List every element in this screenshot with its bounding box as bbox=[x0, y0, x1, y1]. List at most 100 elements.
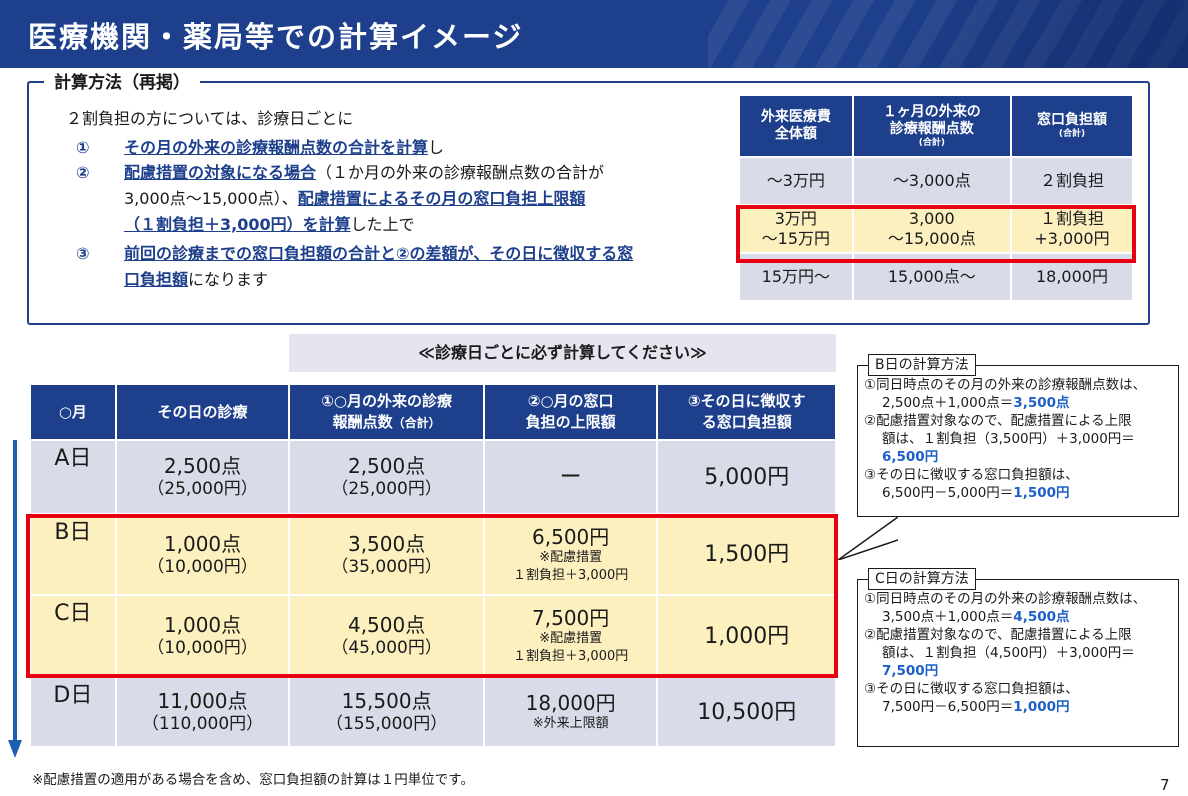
callout-text: 6,500円－5,000円＝ bbox=[882, 485, 1014, 501]
item-bold: （１割負担＋3,000円）を計算 bbox=[124, 215, 351, 234]
cell-note: １割負担＋3,000円 bbox=[513, 567, 629, 583]
points-cell: 2,500点 （25,000円） bbox=[116, 441, 289, 513]
cell-value: 1,500円 bbox=[704, 542, 790, 567]
cell-value: 1,000点 bbox=[163, 531, 242, 556]
cell-line: 3,000 bbox=[908, 209, 955, 228]
points-cell: 1,000点 （10,000円） bbox=[116, 515, 289, 594]
footnote: ※配慮措置の適用がある場合を含め、窓口負担額の計算は１円単位です。 bbox=[32, 772, 474, 788]
header-small: (合計) bbox=[918, 137, 945, 148]
total-cell: 4,500点 （45,000円） bbox=[290, 596, 483, 676]
cell-sub: （25,000円） bbox=[331, 479, 442, 499]
method-label: 計算方法（再掲） bbox=[44, 68, 200, 93]
summary-cell: １割負担 +3,000円 bbox=[1011, 206, 1132, 252]
header-line: 報酬点数 bbox=[332, 412, 393, 431]
header-line: 外来医療費 bbox=[760, 109, 831, 125]
table-row: C日 1,000点 （10,000円） 4,500点 （45,000円） 7,500… bbox=[31, 596, 835, 676]
callout-line: 6,500円 bbox=[864, 448, 1172, 466]
method-item-2-line2: 3,000点～15,000点）、配慮措置によるその月の窓口負担上限額 bbox=[124, 188, 585, 210]
title-bar: 医療機関・薬局等での計算イメージ bbox=[0, 0, 1188, 68]
item-tail: し bbox=[428, 138, 445, 157]
cell-value: 18,000円 bbox=[525, 691, 616, 715]
main-header-visit: その日の診療 bbox=[116, 385, 289, 439]
summary-row-highlight: 3万円 ～15万円 3,000 ～15,000点 １割負担 +3,000円 bbox=[740, 206, 1132, 252]
payment-cell: 5,000円 bbox=[658, 441, 835, 513]
callout-line: 2,500点＋1,000点＝3,500点 bbox=[864, 394, 1172, 412]
item-text: （１か月の外来の診療報酬点数の合計が bbox=[316, 163, 605, 182]
day-cell: B日 bbox=[31, 515, 115, 594]
callout-b-day: B日の計算方法 ①同日時点のその月の外来の診療報酬点数は、 2,500点＋1,0… bbox=[857, 354, 1179, 517]
cell-value: 15,500点 bbox=[341, 689, 432, 713]
cell-sub: （110,000円） bbox=[141, 714, 264, 734]
callout-text: 3,500点＋1,000点＝ bbox=[882, 609, 1014, 625]
callout-value: 1,500円 bbox=[1013, 485, 1070, 501]
callout-title: C日の計算方法 bbox=[868, 568, 976, 590]
main-table: ○月 その日の診療 ①○月の外来の診療 報酬点数（合計） ②○月の窓口 負担の上限額… bbox=[29, 383, 837, 748]
callout-line: 7,500円－6,500円＝1,000円 bbox=[864, 698, 1172, 716]
cell-value: 1,000点 bbox=[163, 613, 242, 637]
item-bold: 前回の診療までの窓口負担額の合計と②の差額が、その日に徴収する窓 bbox=[124, 244, 634, 263]
cell-value: 2,500点 bbox=[163, 454, 242, 478]
title-decoration-shade bbox=[888, 0, 1188, 68]
summary-row: ～3万円 ～3,000点 ２割負担 bbox=[740, 158, 1132, 204]
day-cell: A日 bbox=[31, 441, 115, 513]
cell-value: 1,000円 bbox=[704, 623, 790, 649]
summary-cell: ～3,000点 bbox=[853, 158, 1010, 204]
callout-line: ①同日時点のその月の外来の診療報酬点数は、 bbox=[864, 591, 1147, 607]
table-row: B日 1,000点 （10,000円） 3,500点 （35,000円） 6,500… bbox=[31, 515, 835, 594]
item-tail: した上で bbox=[350, 215, 415, 234]
header-line: ③その日に徴収す bbox=[687, 392, 806, 410]
total-cell: 3,500点 （35,000円） bbox=[290, 515, 483, 594]
item-number: ② bbox=[76, 163, 90, 182]
header-small: (合計) bbox=[1058, 129, 1086, 139]
callout-value: 6,500円 bbox=[882, 449, 939, 465]
cell-note: ※配慮措置 bbox=[539, 549, 603, 565]
summary-highlight-frame bbox=[736, 205, 1136, 263]
main-header-cap: ②○月の窓口 負担の上限額 bbox=[484, 385, 657, 439]
item-bold: 配慮措置の対象になる場合 bbox=[124, 163, 317, 182]
header-line: ②○月の窓口 bbox=[527, 392, 614, 410]
summary-header: 外来医療費 全体額 bbox=[740, 96, 852, 156]
main-header-month: ○月 bbox=[31, 385, 115, 439]
cell-value: 5,000円 bbox=[704, 464, 790, 490]
cell-line: ～15,000点 bbox=[887, 229, 976, 248]
down-arrow-icon bbox=[8, 440, 22, 758]
payment-cell: 1,500円 bbox=[658, 515, 835, 594]
cell-value: 4,500点 bbox=[347, 613, 426, 637]
cell-sub: （25,000円） bbox=[147, 479, 258, 499]
header-line: 窓口負担額 bbox=[1036, 112, 1107, 128]
cell-sub: （45,000円） bbox=[331, 638, 442, 658]
item-bold: 配慮措置によるその月の窓口負担上限額 bbox=[297, 189, 586, 208]
cell-value: 3,500点 bbox=[347, 531, 426, 556]
page-number: 7 bbox=[1160, 776, 1170, 794]
method-item-2: ② 配慮措置の対象になる場合（１か月の外来の診療報酬点数の合計が bbox=[76, 162, 604, 184]
payment-cell: 10,500円 bbox=[658, 678, 835, 746]
points-cell: 11,000点 （110,000円） bbox=[116, 678, 289, 746]
callout-value: 3,500点 bbox=[1013, 395, 1070, 411]
summary-cell: 3,000 ～15,000点 bbox=[853, 206, 1010, 252]
table-row: A日 2,500点 （25,000円） 2,500点 （25,000円） ー 5,0… bbox=[31, 441, 835, 513]
method-item-3: ③ 前回の診療までの窓口負担額の合計と②の差額が、その日に徴収する窓 bbox=[76, 243, 633, 265]
main-header-row: ○月 その日の診療 ①○月の外来の診療 報酬点数（合計） ②○月の窓口 負担の上限額… bbox=[31, 385, 835, 439]
header-line: 診療報酬点数 bbox=[889, 120, 974, 137]
points-cell: 1,000点 （10,000円） bbox=[116, 596, 289, 676]
cell-sub: （10,000円） bbox=[147, 556, 258, 577]
callout-line: ②配慮措置対象なので、配慮措置による上限 bbox=[864, 413, 1132, 429]
total-cell: 15,500点 （155,000円） bbox=[290, 678, 483, 746]
cell-value: 6,500円 bbox=[532, 524, 610, 549]
calc-banner: ≪診療日ごとに必ず計算してください≫ bbox=[289, 334, 836, 372]
cap-cell: 6,500円 ※配慮措置 １割負担＋3,000円 bbox=[484, 515, 657, 594]
callout-value: 7,500円 bbox=[882, 663, 939, 679]
callout-line: ③その日に徴収する窓口負担額は、 bbox=[864, 467, 1079, 483]
summary-header: １ヶ月の外来の 診療報酬点数 (合計) bbox=[853, 96, 1010, 156]
item-tail: になります bbox=[188, 270, 269, 289]
cell-value: 7,500円 bbox=[532, 606, 610, 630]
callout-line: ②配慮措置対象なので、配慮措置による上限 bbox=[864, 627, 1132, 643]
item-bold: 口負担額 bbox=[124, 270, 189, 289]
cell-value: 10,500円 bbox=[697, 699, 797, 725]
summary-header-row: 外来医療費 全体額 １ヶ月の外来の 診療報酬点数 (合計) 窓口負担額 (合計) bbox=[740, 96, 1132, 156]
cell-sub: （35,000円） bbox=[331, 556, 442, 577]
header-line: ①○月の外来の診療 bbox=[321, 391, 452, 410]
summary-table: 外来医療費 全体額 １ヶ月の外来の 診療報酬点数 (合計) 窓口負担額 (合計) ～3万… bbox=[738, 94, 1134, 302]
item-text: 3,000点～15,000点）、 bbox=[124, 189, 298, 208]
cell-line: 3万円 bbox=[774, 209, 817, 228]
